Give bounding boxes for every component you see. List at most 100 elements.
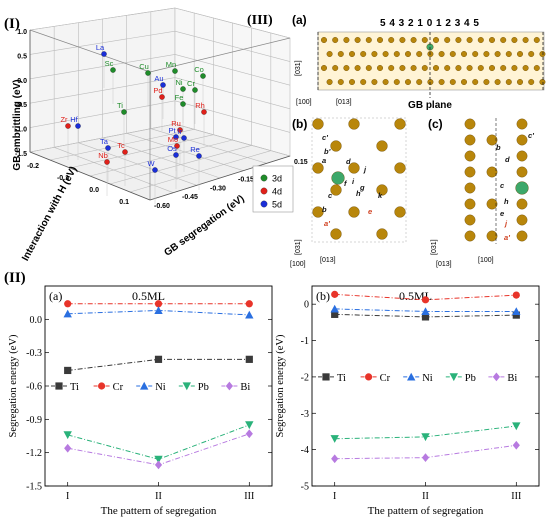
atom (464, 166, 476, 178)
atom (343, 37, 350, 44)
site-label: i (352, 177, 355, 186)
subpanel-label-c: (c) (428, 117, 443, 131)
atom (522, 64, 529, 71)
legend-marker (98, 382, 106, 390)
legend-marker (492, 372, 500, 382)
atom (388, 37, 395, 44)
point-label: Sc (105, 59, 114, 68)
y-tick-label: -1 (301, 336, 309, 347)
x-tick-label: II (155, 491, 162, 502)
atom (533, 37, 540, 44)
atom (330, 140, 342, 152)
point-label: Ni (175, 78, 182, 87)
point-label: W (147, 159, 155, 168)
z-tick-labels: 1.0 0.5 0.0 -0.5 -1.0 -1.5 (15, 29, 27, 158)
x-tick-label: III (244, 491, 254, 502)
grid-line (174, 30, 291, 62)
scatter-point (174, 143, 180, 149)
dir-013-c: [013] (436, 261, 452, 268)
atom (505, 78, 512, 85)
panel-label-II: (II) (4, 270, 26, 286)
atom (464, 150, 476, 162)
z-tick-label: 1.0 (17, 29, 27, 36)
site-label: d (505, 155, 510, 164)
point-label: Co (194, 65, 204, 74)
cell-outline (311, 117, 407, 243)
atom (377, 37, 384, 44)
scatter-point (159, 94, 165, 100)
atom (486, 134, 498, 146)
atom (464, 134, 476, 146)
scatter-point (105, 145, 111, 151)
atom (483, 78, 490, 85)
atom (522, 37, 529, 44)
point-label: Ti (117, 101, 123, 110)
dir-100-b: [100] (290, 261, 306, 268)
x-tick-label: -0.30 (210, 185, 226, 192)
legend-label: Bi (507, 373, 517, 384)
y-tick-label: -0.1 (57, 175, 69, 182)
site-label: j (363, 165, 367, 174)
atom (343, 64, 350, 71)
grid-line (29, 77, 176, 104)
scatter-point (121, 109, 127, 115)
atom (382, 78, 389, 85)
atom (393, 78, 400, 85)
atom (517, 78, 524, 85)
data-point-cr (245, 300, 253, 308)
y-tick-label: 0.0 (30, 315, 43, 326)
atom (461, 51, 468, 58)
grid-line (149, 37, 291, 73)
panel-label-III: (III) (247, 13, 273, 28)
point-label: Ta (100, 137, 109, 146)
dir-100-c: [100] (478, 257, 494, 264)
atom (394, 162, 406, 174)
grid-line (29, 29, 151, 73)
point-label: Ir (178, 127, 183, 136)
atom (348, 118, 360, 130)
scatter-point (65, 123, 71, 129)
atom (444, 37, 451, 44)
atom (321, 37, 328, 44)
z-tick-label: -0.5 (15, 102, 27, 109)
site-label: h (504, 197, 509, 206)
atom (539, 51, 546, 58)
atom (330, 184, 342, 196)
grid-line (29, 7, 176, 31)
scatter-point (173, 152, 179, 158)
atom (399, 64, 406, 71)
legend-marker (322, 373, 330, 381)
y-tick-label: 0.0 (89, 187, 99, 194)
legend-marker (260, 174, 268, 182)
atom (477, 37, 484, 44)
atom (321, 64, 328, 71)
atom (461, 78, 468, 85)
atom (486, 230, 498, 242)
data-point-ti (512, 311, 520, 319)
y-tick-label: -0.3 (26, 348, 42, 359)
atom (371, 51, 378, 58)
data-point-ni (512, 307, 521, 316)
atom (464, 198, 476, 210)
atom (505, 51, 512, 58)
site-label: b (322, 205, 327, 214)
atom (348, 206, 360, 218)
site-label: c (500, 181, 505, 190)
atom (427, 51, 434, 58)
atom (455, 64, 462, 71)
legend-label: Ti (337, 373, 346, 384)
scatter-point (172, 68, 178, 74)
atom (528, 78, 535, 85)
atom (486, 198, 498, 210)
site-label: b (496, 143, 501, 152)
site-label: f (344, 179, 348, 188)
data-point-bi (331, 454, 339, 464)
site-label: g (359, 183, 365, 192)
subpanel-label-b: (b) (292, 117, 307, 131)
legend-label: Pb (198, 382, 209, 393)
atom (516, 214, 528, 226)
atom (360, 78, 367, 85)
